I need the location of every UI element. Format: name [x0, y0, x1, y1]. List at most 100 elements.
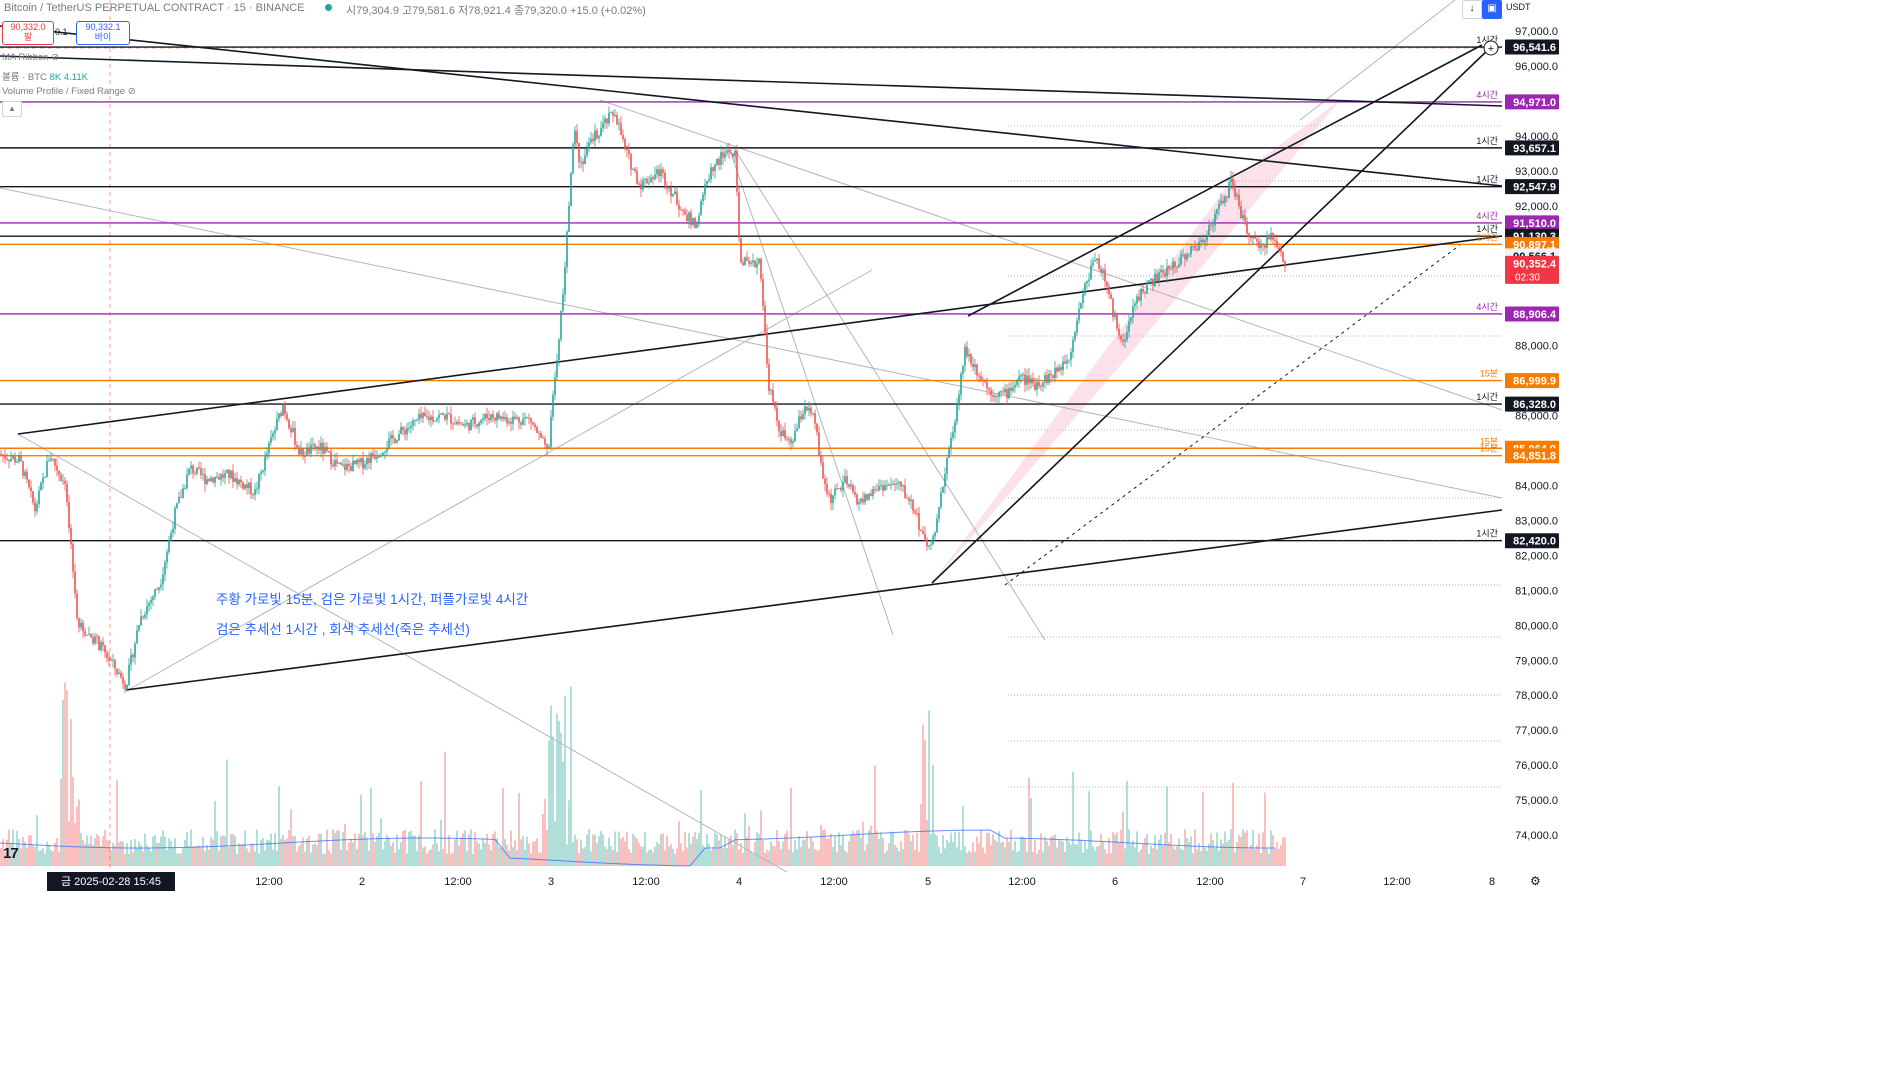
candle-body	[276, 418, 278, 430]
volume-bar	[1210, 833, 1212, 866]
eye-off-icon[interactable]: ⊘	[51, 52, 60, 63]
candle-body	[262, 470, 264, 472]
candle-body	[36, 504, 38, 512]
candle-body	[412, 420, 414, 426]
volume-bar	[192, 846, 194, 866]
volume-bar	[1012, 850, 1014, 866]
volume-bar	[838, 832, 840, 866]
volume-bar	[156, 842, 158, 866]
volume-bar	[986, 833, 988, 866]
volume-bar	[678, 821, 680, 866]
volume-bar	[70, 719, 72, 866]
volume-bar	[264, 850, 266, 866]
candle-body	[624, 139, 626, 148]
indicator-volume[interactable]: 볼륨 · BTC 8K 4.11K	[2, 69, 88, 83]
volume-bar	[1046, 841, 1048, 866]
volume-bar	[630, 852, 632, 866]
annotation-text-1[interactable]: 주황 가로빛 15분, 검은 가로빛 1시간, 퍼플가로빛 4시간	[216, 592, 529, 607]
volume-bar	[62, 699, 64, 866]
volume-bar	[1202, 791, 1204, 866]
collapse-legend-button[interactable]: ▲	[2, 101, 22, 117]
price-level-label: 93,657.1 1시간	[1476, 136, 1559, 156]
candle-body	[1114, 315, 1116, 317]
volume-bar	[224, 835, 226, 866]
sell-price: 90,332.0	[10, 22, 46, 32]
price-chart[interactable]: 97,000.096,000.095,000.094,000.093,000.0…	[0, 0, 1568, 891]
volume-bar	[470, 829, 472, 866]
tradingview-logo[interactable]: 17	[3, 845, 19, 862]
candle-body	[876, 489, 878, 491]
candle-body	[356, 459, 358, 465]
candle-body	[92, 637, 94, 644]
volume-bar	[700, 790, 702, 866]
volume-bar	[46, 841, 48, 866]
indicator-ma-ribbon[interactable]: MA Ribbon ⊘	[2, 52, 59, 63]
eye-off-icon[interactable]: ⊘	[127, 86, 136, 97]
volume-bar	[1216, 832, 1218, 866]
volume-bar	[1172, 846, 1174, 866]
time-tick-label: 4	[736, 876, 742, 888]
volume-bar	[142, 851, 144, 866]
candle-body	[608, 112, 610, 124]
time-tick-label: 7	[1300, 876, 1306, 888]
sell-button[interactable]: 90,332.0 팔	[2, 21, 54, 45]
candle-body	[290, 428, 292, 433]
candle-body	[1156, 273, 1158, 282]
volume-bar	[160, 836, 162, 866]
candle-body	[364, 464, 366, 469]
annotation-text-2[interactable]: 검은 추세선 1시간 , 회색 추세선(죽은 추세선)	[216, 622, 470, 637]
symbol-title[interactable]: Bitcoin / TetherUS PERPETUAL CONTRACT · …	[4, 2, 305, 14]
candle-body	[792, 441, 794, 444]
volume-bar	[790, 787, 792, 866]
candle-body	[1010, 387, 1012, 391]
volume-bar	[792, 852, 794, 866]
candle-body	[964, 346, 966, 366]
volume-bar	[844, 850, 846, 866]
candle-body	[88, 633, 90, 635]
candle-body	[82, 622, 84, 632]
volume-bar	[1228, 839, 1230, 866]
candle-body	[274, 429, 276, 434]
candle-body	[652, 177, 654, 180]
volume-bar	[1208, 843, 1210, 866]
candle-body	[454, 423, 456, 425]
volume-bar	[126, 843, 128, 866]
candle-body	[206, 478, 208, 485]
indicator-volume-profile[interactable]: Volume Profile / Fixed Range ⊘	[2, 86, 136, 97]
scroll-down-button[interactable]: ↓	[1462, 0, 1482, 19]
price-label-text: 90,897.1	[1513, 239, 1556, 251]
candle-body	[1142, 288, 1144, 293]
candle-body	[192, 465, 194, 474]
volume-bar	[578, 853, 580, 866]
volume-bar	[278, 786, 280, 866]
volume-bar	[618, 831, 620, 866]
volume-bar	[970, 852, 972, 866]
axis-settings-icon[interactable]: ⚙	[1530, 874, 1541, 888]
buy-button[interactable]: 90,332.1 바이	[76, 21, 130, 45]
save-layout-icon[interactable]: ▣	[1482, 0, 1502, 19]
candle-body	[1112, 298, 1114, 317]
candle-body	[96, 636, 98, 638]
volume-bar	[890, 831, 892, 866]
candle-body	[394, 438, 396, 443]
volume-bar	[86, 835, 88, 866]
candle-body	[228, 469, 230, 479]
time-tick-label: 3	[548, 876, 554, 888]
candle-body	[778, 421, 780, 432]
candle-body	[382, 452, 384, 456]
volume-bar	[674, 853, 676, 866]
volume-bar	[188, 845, 190, 866]
volume-bar	[972, 842, 974, 866]
currency-selector[interactable]: USDT	[1506, 2, 1531, 12]
volume-bar	[198, 845, 200, 866]
candle-body	[322, 442, 324, 454]
candle-body	[320, 442, 322, 451]
candle-body	[804, 406, 806, 415]
candle-body	[170, 532, 172, 541]
volume-bar	[908, 833, 910, 866]
candle-body	[948, 448, 950, 459]
candle-body	[564, 267, 566, 295]
volume-bar	[94, 838, 96, 866]
price-tick-label: 74,000.0	[1515, 830, 1558, 842]
candle-body	[766, 331, 768, 364]
